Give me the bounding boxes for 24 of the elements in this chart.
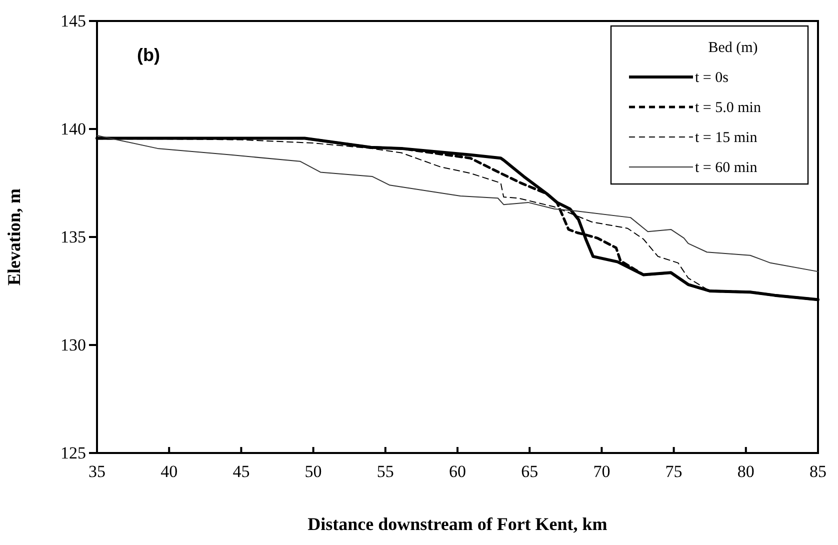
legend-label: t = 0s [695,70,729,86]
x-tick-label: 40 [160,462,178,482]
legend-label: t = 15 min [695,130,758,146]
y-tick-label: 140 [60,119,86,138]
x-tick-label: 50 [304,462,322,482]
legend-title: Bed (m) [708,40,758,56]
x-tick-label: 60 [449,462,466,482]
y-tick-label: 125 [60,443,86,462]
x-tick-label: 55 [376,462,394,482]
x-axis-title: Distance downstream of Fort Kent, km [308,514,608,534]
legend-label: t = 60 min [695,160,758,176]
x-tick-label: 45 [232,462,250,482]
x-tick-label: 65 [521,462,538,482]
x-tick-label: 75 [665,462,682,482]
x-tick-label: 85 [810,462,826,482]
y-tick-label: 135 [60,227,86,246]
annotation: (b) [137,45,160,65]
x-tick-label: 70 [593,462,610,482]
y-tick-label: 145 [60,11,86,30]
legend-label: t = 5.0 min [695,100,762,116]
y-axis-title: Elevation, m [4,188,24,286]
x-tick-label: 35 [88,462,106,482]
y-tick-label: 130 [60,335,86,354]
x-tick-label: 80 [737,462,754,482]
